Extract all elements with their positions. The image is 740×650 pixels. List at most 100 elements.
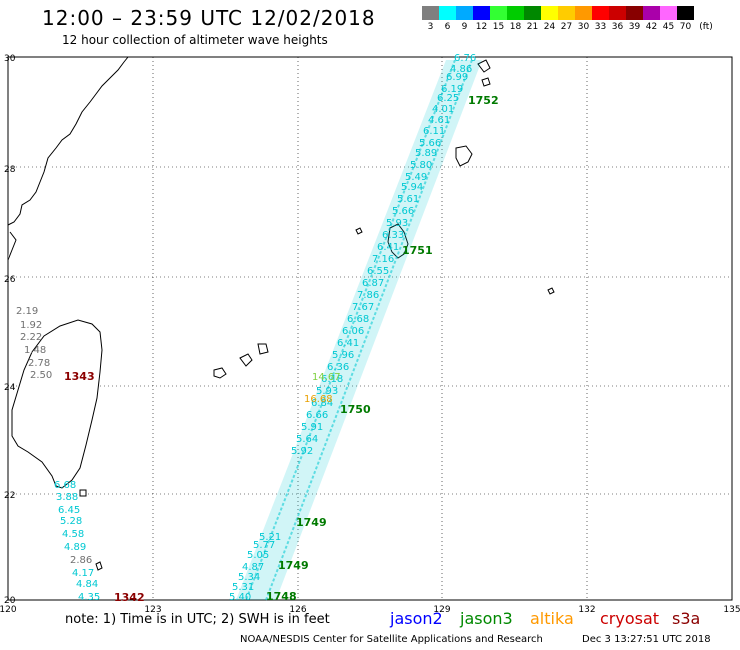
wave-height-label: 4.58 (62, 529, 84, 540)
lat-label: 28 (4, 165, 16, 175)
legend-label: 33 (594, 22, 607, 32)
wave-height-label: 4.84 (76, 579, 98, 590)
wave-height-label: 5.61 (397, 194, 419, 205)
coastlines (7, 56, 555, 571)
wave-height-label: 6.33 (382, 230, 404, 241)
amami-island (455, 145, 473, 167)
pass-time-label: 1343 (64, 370, 95, 383)
wave-height-label: 1.48 (24, 345, 46, 356)
lat-label: 22 (4, 491, 15, 501)
color-scale-labels: 3 6 9 12 15 18 21 24 27 30 33 36 39 42 45 70 (ft) (422, 22, 740, 34)
wave-height-labels: 6.764.866.996.196.254.014.616.115.665.89… (16, 53, 476, 603)
wave-height-label: 16.68 (304, 394, 333, 405)
wave-height-label: 1.92 (20, 320, 42, 331)
legend-label: 18 (509, 22, 522, 32)
color-scale-legend (422, 6, 694, 20)
pass-time-label: 1750 (340, 403, 371, 416)
wave-height-label: 5.05 (247, 550, 269, 561)
legend-swatch (456, 6, 473, 20)
wave-height-label: 6.66 (306, 410, 328, 421)
wave-height-label: 6.41 (337, 338, 359, 349)
wave-height-label: 2.22 (20, 332, 42, 343)
wave-height-label: 5.94 (401, 182, 423, 193)
wave-height-label: 5.31 (232, 582, 254, 593)
legend-label: 12 (475, 22, 488, 32)
wave-height-label: 4.86 (450, 64, 472, 75)
lon-label: 132 (578, 605, 595, 615)
wave-height-label: 3.88 (56, 492, 78, 503)
taiwan-coastline (11, 319, 103, 489)
legend-label: 45 (662, 22, 675, 32)
wave-height-label: 5.21 (259, 532, 281, 543)
lon-label: 129 (433, 605, 450, 615)
wave-height-label: 2.78 (28, 358, 50, 369)
map-subtitle: 12 hour collection of altimeter wave hei… (62, 33, 328, 47)
jason2-ground-track (236, 59, 482, 601)
legend-swatch (677, 6, 694, 20)
pass-time-label: 1342 (114, 591, 145, 604)
wave-height-label: 5.28 (60, 516, 82, 527)
wave-height-label: 6.68 (54, 480, 76, 491)
wave-height-label: 6.36 (327, 362, 349, 373)
wave-height-label: 5.93 (316, 386, 338, 397)
wave-height-label: 6.84 (311, 398, 333, 409)
wave-height-label: 5.77 (253, 540, 275, 551)
satellite-jason2-label: jason2 (390, 609, 443, 628)
pass-time-label: 1748 (266, 590, 297, 603)
map-title: 12:00 – 23:59 UTC 12/02/2018 (42, 6, 376, 30)
lon-label: 126 (289, 605, 306, 615)
satellite-altika-label: altika (530, 609, 574, 628)
legend-label: 27 (560, 22, 573, 32)
wave-height-label: 4.61 (428, 115, 450, 126)
islet-b (547, 287, 555, 295)
legend-label: 42 (645, 22, 658, 32)
wave-height-label: 2.19 (16, 306, 38, 317)
legend-label: 21 (526, 22, 539, 32)
legend-unit: (ft) (699, 22, 713, 32)
wave-height-label: 5.66 (419, 138, 441, 149)
legend-label: 39 (628, 22, 641, 32)
wave-height-label: 7.67 (352, 302, 374, 313)
legend-swatch (609, 6, 626, 20)
islet-c (79, 489, 87, 497)
pass-time-label: 1749 (278, 559, 309, 572)
wave-height-label: 6.87 (362, 278, 384, 289)
wave-height-label: 6.45 (58, 505, 80, 516)
wave-height-label: 5.34 (238, 572, 260, 583)
wave-height-label: 6.99 (446, 72, 468, 83)
wave-height-label: 6.18 (321, 374, 343, 385)
wave-height-label: 5.92 (291, 446, 313, 457)
legend-label: 36 (611, 22, 624, 32)
footnote: note: 1) Time is in UTC; 2) SWH is in fe… (65, 612, 330, 627)
okinawa-island (387, 223, 409, 259)
legend-label: 24 (543, 22, 556, 32)
legend-swatch (524, 6, 541, 20)
kyushu-islets (477, 59, 491, 87)
legend-label: 9 (461, 22, 468, 32)
wave-height-label: 5.49 (405, 172, 427, 183)
pass-time-label: 1751 (402, 244, 433, 257)
wave-height-label: 6.11 (423, 126, 445, 137)
satellite-s3a-label: s3a (672, 609, 701, 628)
legend-swatch (660, 6, 677, 20)
legend-swatch (592, 6, 609, 20)
pass-time-label: 1749 (296, 516, 327, 529)
china-coastline (7, 56, 129, 261)
satellite-cryosat-label: cryosat (600, 609, 660, 628)
wave-height-label: 5.66 (392, 206, 414, 217)
wave-height-label: 6.55 (367, 266, 389, 277)
lat-label: 30 (4, 54, 16, 64)
legend-swatch (439, 6, 456, 20)
islet-d (95, 561, 103, 571)
wave-height-label: 6.76 (454, 53, 476, 64)
wave-height-label: 6.25 (437, 93, 459, 104)
wave-height-label: 4.89 (64, 542, 86, 553)
legend-swatch (626, 6, 643, 20)
pass-time-label: 1752 (468, 94, 499, 107)
wave-height-label: 4.35 (78, 592, 100, 603)
wave-height-label: 7.16 (372, 254, 394, 265)
yaeyama-islands (213, 343, 269, 379)
legend-label: 30 (577, 22, 590, 32)
axis-labels: 120 123 126 129 132 135 30 28 26 24 22 2… (0, 54, 740, 615)
